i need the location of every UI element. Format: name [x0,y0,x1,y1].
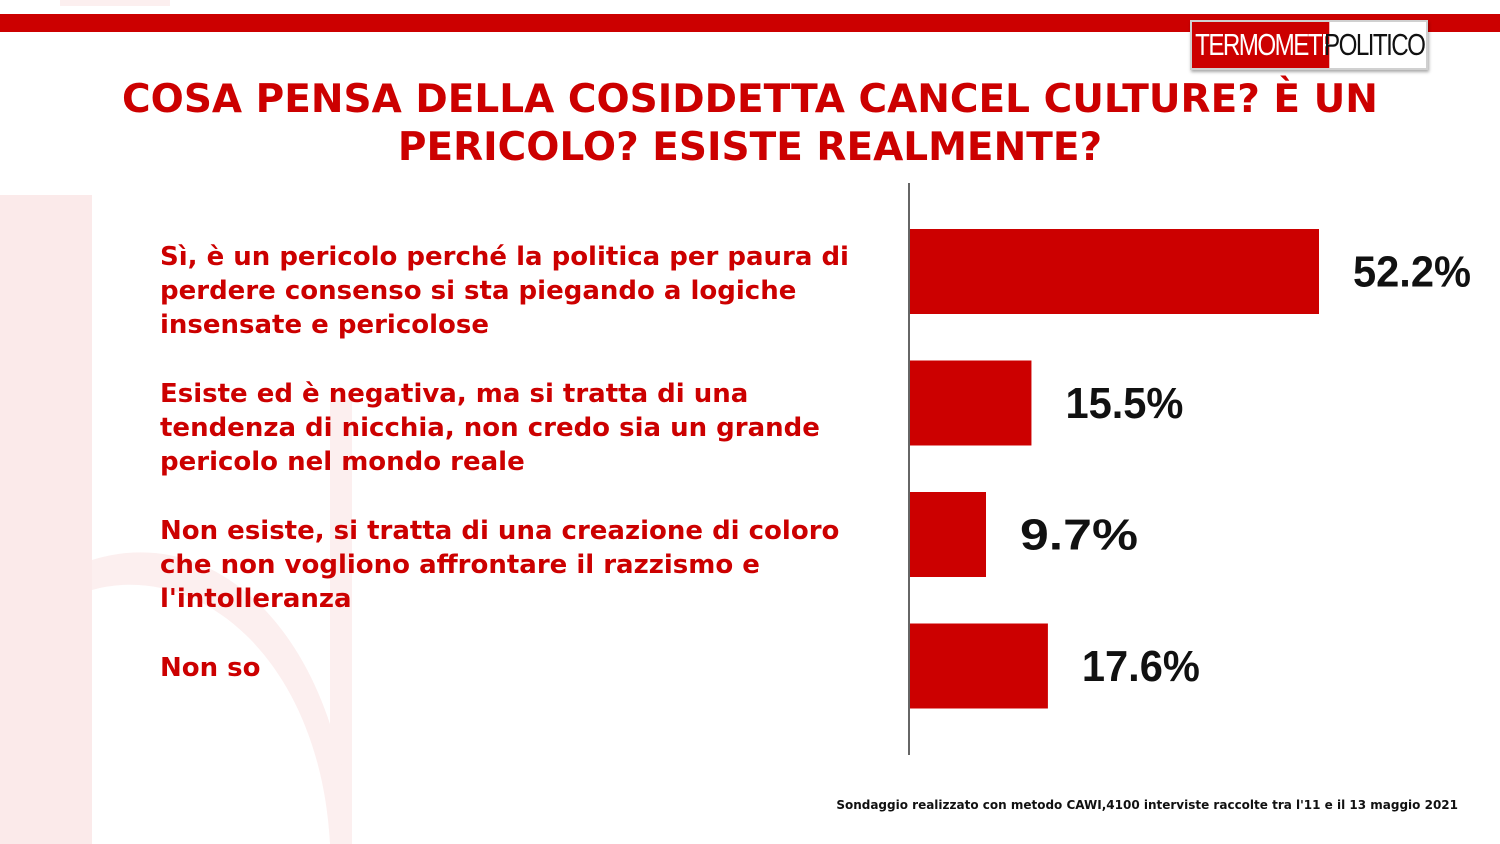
data-label: 9.7% [1020,511,1138,560]
termometro-politico-logo: TERMOMETRO POLITICO [1190,20,1428,70]
category-label: Esiste ed è negativa, ma si tratta di un… [160,379,820,477]
logo-part-politico: POLITICO [1324,27,1426,62]
bar [910,492,987,577]
data-label: 52.2% [1353,248,1471,297]
data-label: 15.5% [1065,379,1183,428]
category-label: Non so [160,653,261,683]
bar [910,360,1032,446]
chart-title: COSA PENSA DELLA COSIDDETTA CANCEL CULTU… [122,77,1378,170]
data-label: 17.6% [1082,642,1200,691]
category-label: Non esiste, si tratta di una creazione d… [160,516,840,614]
top-accent-bar [0,14,1500,32]
bar [910,229,1319,314]
logo-part-termometro: TERMOMETRO [1192,22,1356,68]
survey-footnote: Sondaggio realizzato con metodo CAWI,410… [836,798,1458,812]
bar [910,623,1048,709]
category-label: Sì, è un pericolo perché la politica per… [160,242,849,340]
